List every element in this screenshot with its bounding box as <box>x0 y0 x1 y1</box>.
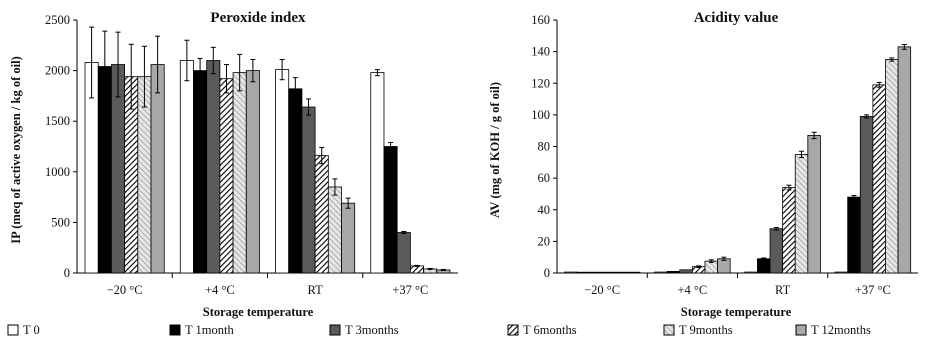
y-tick-label: 100 <box>531 108 550 122</box>
bar <box>666 271 681 274</box>
legend-swatch <box>507 324 519 336</box>
bar <box>219 78 234 274</box>
bar <box>626 271 641 274</box>
y-axis-label-acidity: AV (mg of KOH / g of oil) <box>488 82 502 218</box>
bar <box>614 271 628 274</box>
legend-label: T 9months <box>679 323 733 337</box>
legend-swatch <box>795 324 807 336</box>
bar <box>717 258 731 274</box>
plot-area-acidity: 0 20 40 60 80 100 120 140 160 −20 °C +4 °C RT +37 °C <box>531 13 918 297</box>
bar <box>383 146 398 274</box>
x-tick-label: −20 °C <box>584 283 620 297</box>
bar <box>885 59 899 274</box>
legend-label: T 12months <box>811 323 871 337</box>
bar <box>872 84 886 274</box>
bar <box>654 271 668 274</box>
chart-title-acidity: Acidity value <box>694 10 779 26</box>
bar <box>327 186 342 274</box>
legend-swatch <box>169 324 181 336</box>
chart-title-peroxide: Peroxide index <box>210 10 306 26</box>
bar <box>601 271 616 274</box>
legend-swatch <box>329 324 341 336</box>
bar <box>288 88 303 274</box>
legend-label: T 0 <box>23 323 40 337</box>
bar <box>757 258 771 274</box>
x-axis-label-acidity: Storage temperature <box>681 305 792 319</box>
y-tick-label: 40 <box>538 203 551 217</box>
bar <box>744 271 758 274</box>
x-tick-label: +37 °C <box>855 283 891 297</box>
y-tick-label: 500 <box>51 215 70 229</box>
bar <box>206 60 221 274</box>
y-tick-label: 20 <box>538 234 551 248</box>
x-tick-label: RT <box>308 283 324 297</box>
x-tick-label: −20 °C <box>107 283 143 297</box>
y-tick-label: 2000 <box>45 64 70 78</box>
legend-label: T 6months <box>523 323 577 337</box>
legend: T 0 T 1month T 3months T 6months T 9months T … <box>7 323 871 337</box>
bar <box>341 202 356 274</box>
y-tick-label: 60 <box>538 171 551 185</box>
x-axis-label-peroxide: Storage temperature <box>203 305 314 319</box>
x-tick-label: +37 °C <box>392 283 428 297</box>
legend-swatch <box>663 324 675 336</box>
legend-swatch <box>7 324 19 336</box>
bar <box>301 106 316 274</box>
bar <box>232 72 247 274</box>
x-tick-label: +4 °C <box>205 283 235 297</box>
y-tick-label: 0 <box>64 266 70 280</box>
bar <box>679 269 693 274</box>
bar <box>396 232 411 274</box>
bar <box>193 70 208 274</box>
plot-area-peroxide: 0 500 1000 1500 2000 2500 −20 °C +4 °C RT +37 °C <box>45 13 458 297</box>
y-tick-label: 80 <box>538 140 551 154</box>
bar <box>275 69 290 274</box>
bar <box>589 271 603 274</box>
bar <box>834 271 849 274</box>
y-tick-label: 1000 <box>45 165 70 179</box>
bar <box>897 46 912 274</box>
bar <box>245 70 260 274</box>
x-tick-label: +4 °C <box>677 283 707 297</box>
bar <box>807 135 821 274</box>
y-tick-label: 160 <box>531 13 550 27</box>
bar <box>370 72 385 274</box>
bar <box>576 271 590 274</box>
bar <box>563 271 578 274</box>
chart-peroxide: Peroxide index IP (meq of active oxygen … <box>9 10 458 319</box>
bar <box>314 155 329 274</box>
bar <box>769 228 784 274</box>
bar <box>704 260 718 274</box>
y-tick-label: 140 <box>531 45 550 59</box>
bar <box>794 154 809 274</box>
legend-label: T 1month <box>185 323 234 337</box>
chart-acidity: Acidity value AV (mg of KOH / g of oil) … <box>488 10 918 319</box>
y-axis-label-peroxide: IP (meq of active oxygen / kg of oil) <box>9 56 23 243</box>
y-tick-label: 120 <box>531 76 550 90</box>
bar <box>409 265 424 274</box>
y-tick-label: 0 <box>544 266 550 280</box>
legend-label: T 3months <box>345 323 399 337</box>
y-tick-label: 2500 <box>45 13 70 27</box>
bar <box>150 64 165 274</box>
y-tick-label: 1500 <box>45 114 70 128</box>
bar <box>782 187 796 274</box>
bar <box>179 60 194 274</box>
x-tick-label: RT <box>775 283 791 297</box>
bar <box>859 116 874 274</box>
bar <box>847 196 861 274</box>
